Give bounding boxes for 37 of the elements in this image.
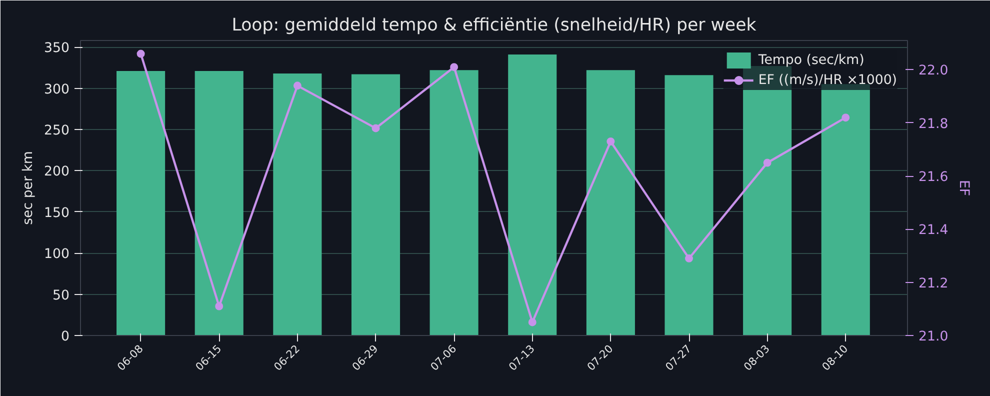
point	[372, 124, 380, 132]
point	[842, 114, 850, 122]
point	[136, 50, 145, 58]
y-tick-label: 300	[44, 82, 70, 98]
y-tick-label: 350	[44, 41, 70, 56]
y2-axis-title: EF	[956, 180, 972, 196]
y-axis-title: sec per km	[21, 151, 36, 225]
bar	[586, 70, 635, 336]
point	[293, 82, 302, 90]
bar	[664, 75, 714, 336]
y-tick-label: 0	[61, 330, 70, 344]
y-tick-label: 250	[44, 123, 70, 138]
y2-tick-label: 21.8	[918, 116, 948, 132]
bar	[508, 54, 557, 336]
y-tick-label: 150	[44, 206, 70, 221]
y2-tick-label: 22.0	[918, 64, 948, 79]
bar	[273, 73, 322, 336]
y-tick-label: 50	[52, 288, 70, 304]
y2-tick-label: 21.4	[918, 223, 948, 238]
y2-tick-label: 21.0	[918, 330, 948, 344]
legend-label: EF ((m/s)/HR ×1000)	[758, 72, 897, 88]
point	[685, 254, 694, 262]
bar	[430, 70, 478, 336]
point	[450, 63, 458, 72]
point	[763, 158, 772, 167]
chart-title: Loop: gemiddeld tempo & efficiëntie (snelheid/HR) per week	[232, 16, 756, 36]
point	[215, 302, 224, 310]
y-tick-label: 200	[44, 164, 70, 180]
point	[606, 138, 615, 146]
bar	[116, 70, 166, 336]
point	[528, 318, 536, 326]
bar	[351, 74, 400, 336]
legend-label: Tempo (sec/km)	[758, 52, 864, 68]
bar	[194, 70, 244, 336]
y2-tick-label: 21.2	[918, 276, 948, 292]
y-tick-label: 100	[44, 247, 70, 262]
y2-tick-label: 21.6	[918, 170, 948, 186]
